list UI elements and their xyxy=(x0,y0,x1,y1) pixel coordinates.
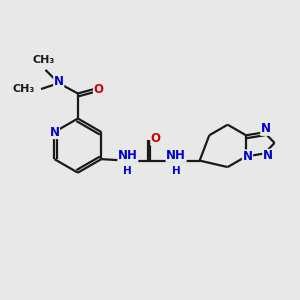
Text: CH₃: CH₃ xyxy=(33,55,55,64)
Text: N: N xyxy=(50,125,59,139)
Text: N: N xyxy=(242,150,253,163)
Text: N: N xyxy=(261,122,271,135)
Text: H: H xyxy=(172,166,181,176)
Text: NH: NH xyxy=(166,149,186,162)
Text: N: N xyxy=(263,149,273,162)
Text: NH: NH xyxy=(118,149,138,162)
Text: N: N xyxy=(54,75,64,88)
Text: O: O xyxy=(151,132,161,145)
Text: H: H xyxy=(123,166,132,176)
Text: CH₃: CH₃ xyxy=(13,84,35,94)
Text: O: O xyxy=(94,82,103,95)
